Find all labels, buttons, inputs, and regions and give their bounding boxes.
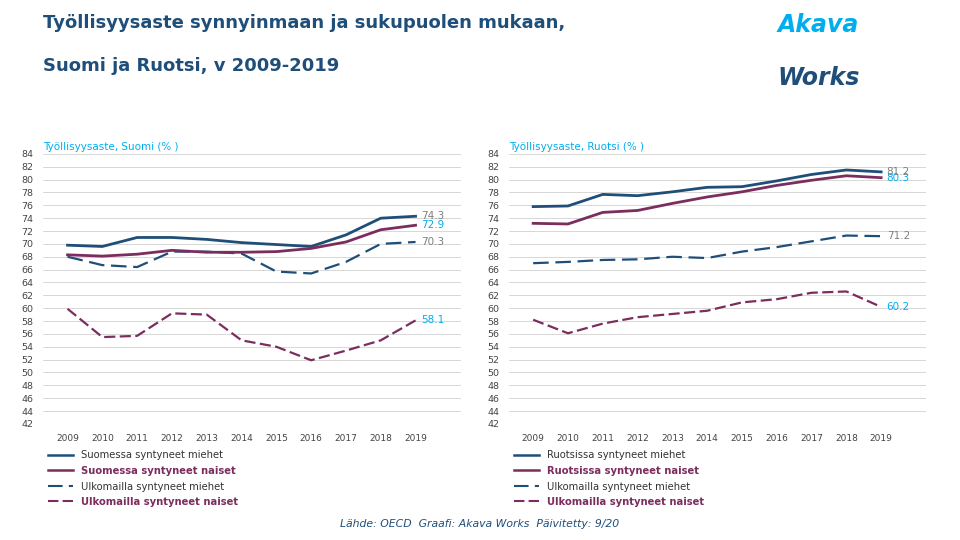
- Text: 58.1: 58.1: [421, 315, 444, 326]
- Text: Lähde: OECD  Graafi: Akava Works  Päivitetty: 9/20: Lähde: OECD Graafi: Akava Works Päivitet…: [341, 519, 619, 529]
- Text: 72.9: 72.9: [421, 220, 444, 230]
- Text: Työllisyysaste, Suomi (% ): Työllisyysaste, Suomi (% ): [43, 141, 179, 152]
- Text: Works: Works: [778, 66, 860, 90]
- Text: Akava: Akava: [778, 14, 859, 37]
- Text: Työllisyysaste synnyinmaan ja sukupuolen mukaan,: Työllisyysaste synnyinmaan ja sukupuolen…: [43, 14, 565, 31]
- Text: 60.2: 60.2: [887, 302, 910, 312]
- Text: 70.3: 70.3: [421, 237, 444, 247]
- Text: 80.3: 80.3: [887, 173, 910, 183]
- Text: 74.3: 74.3: [421, 211, 444, 221]
- Text: Suomi ja Ruotsi, v 2009-2019: Suomi ja Ruotsi, v 2009-2019: [43, 57, 340, 75]
- Text: Työllisyysaste, Ruotsi (% ): Työllisyysaste, Ruotsi (% ): [509, 141, 644, 152]
- Text: 81.2: 81.2: [887, 167, 910, 177]
- Legend: Ruotsissa syntyneet miehet, Ruotsissa syntyneet naiset, Ulkomailla syntyneet mie: Ruotsissa syntyneet miehet, Ruotsissa sy…: [514, 450, 704, 507]
- Legend: Suomessa syntyneet miehet, Suomessa syntyneet naiset, Ulkomailla syntyneet miehe: Suomessa syntyneet miehet, Suomessa synt…: [48, 450, 238, 507]
- Text: 71.2: 71.2: [887, 231, 910, 241]
